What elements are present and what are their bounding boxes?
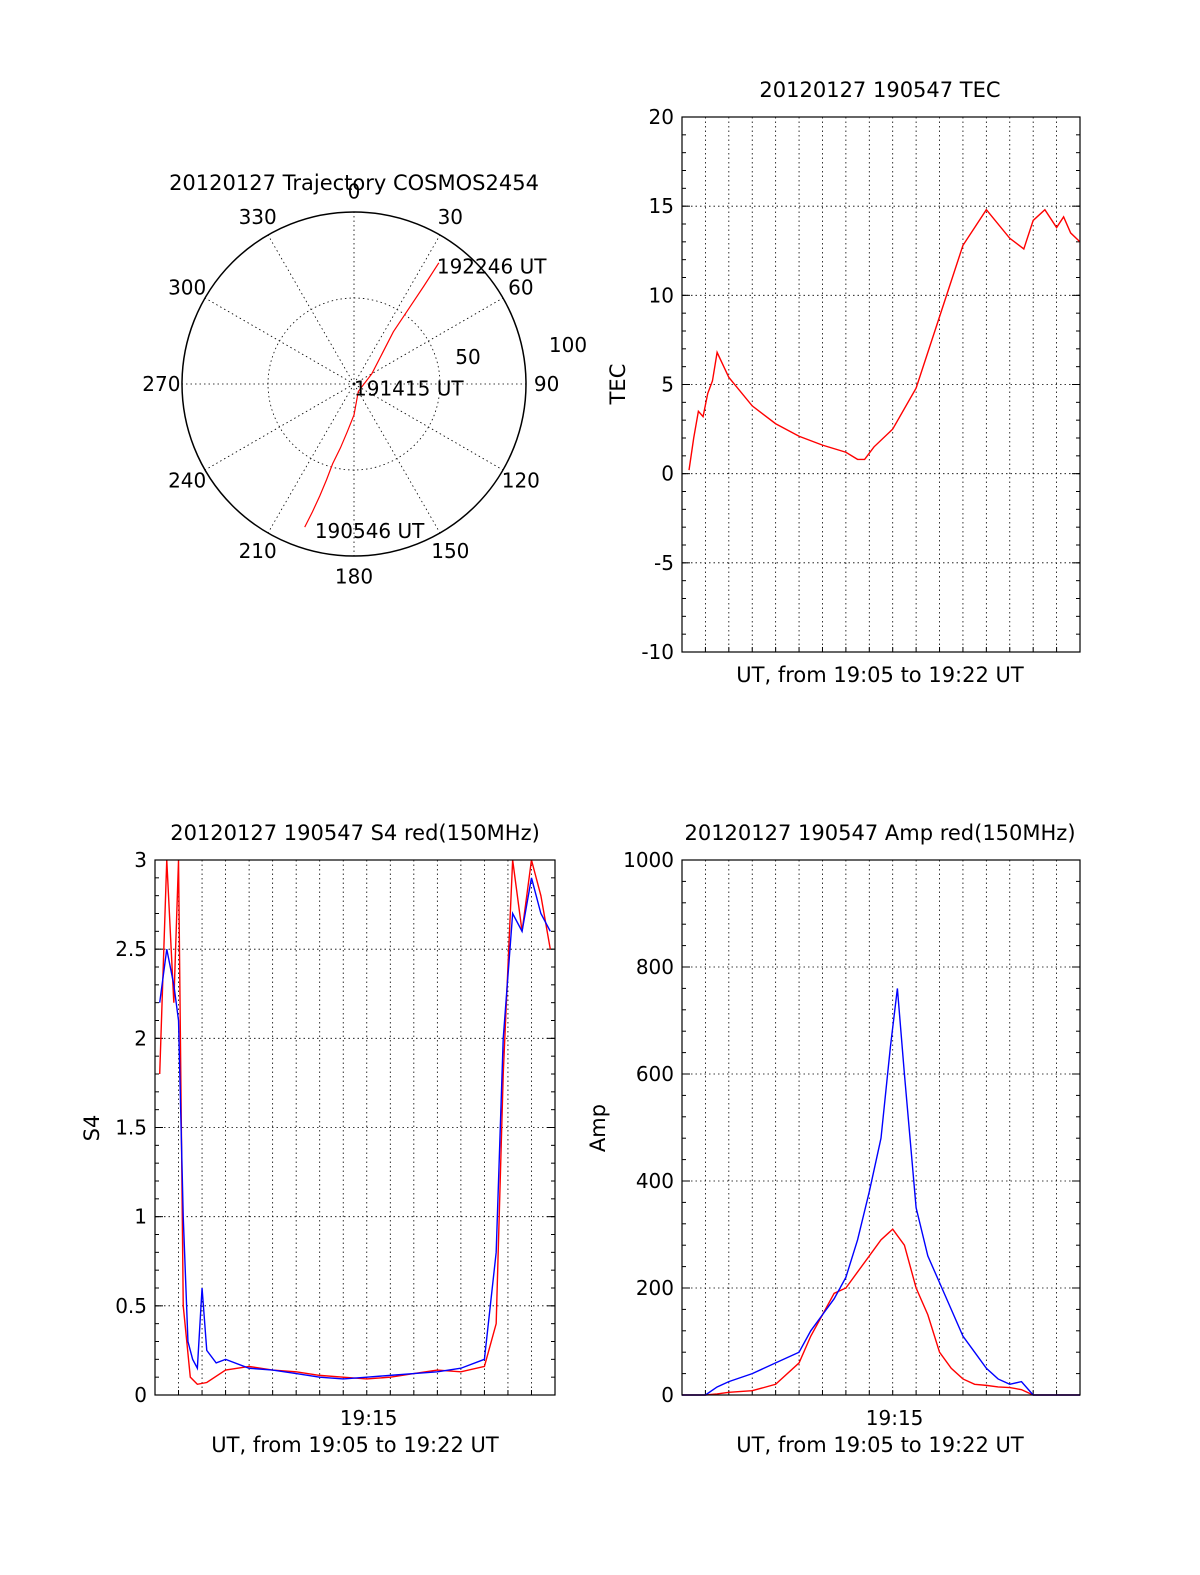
tec-ytick-label: 20 — [649, 105, 674, 129]
tec-title: 20120127 190547 TEC — [759, 78, 1000, 102]
s4-y-tick-labels: 0 0.5 1 1.5 2 2.5 3 — [115, 848, 147, 1407]
polar-spoke — [204, 297, 355, 385]
s4-xlabel: UT, from 19:05 to 19:22 UT — [211, 1433, 499, 1457]
polar-series — [304, 262, 440, 528]
amp-series — [682, 988, 1080, 1396]
tec-ytick-label: 15 — [649, 194, 674, 218]
polar-angle-label: 0 — [348, 179, 361, 203]
tec-ytick-label: -5 — [654, 551, 674, 575]
polar-angle-label: 150 — [431, 539, 469, 563]
tec-y-tick-labels: -10 -5 0 5 10 15 20 — [641, 105, 674, 664]
polar-annotation: 191415 UT — [354, 376, 464, 400]
polar-spoke — [353, 297, 504, 385]
polar-spoke — [267, 383, 355, 534]
s4-series — [159, 859, 551, 1386]
tec-plot: 20120127 190547 TEC -10 -5 0 5 10 15 20 UT, fr… — [606, 78, 1081, 687]
polar-spoke — [353, 383, 504, 471]
tec-ytick-label: -10 — [641, 640, 674, 664]
s4-grid — [154, 859, 556, 1396]
s4-x-tick-label: 19:15 — [340, 1406, 398, 1430]
amp-y-tick-labels: 0 200 400 600 800 1000 — [623, 848, 674, 1407]
polar-angle-label: 120 — [502, 468, 540, 492]
polar-angle-label: 30 — [438, 205, 463, 229]
polar-angle-label: 300 — [168, 276, 206, 300]
polar-grid — [181, 211, 527, 557]
polar-angle-label: 330 — [239, 205, 277, 229]
amp-ytick-label: 0 — [661, 1383, 674, 1407]
amp-x-tick-label: 19:15 — [866, 1406, 924, 1430]
polar-angle-label: 90 — [534, 372, 559, 396]
s4-ytick-label: 1 — [134, 1205, 147, 1229]
s4-ytick-label: 2 — [134, 1026, 147, 1050]
amp-xlabel: UT, from 19:05 to 19:22 UT — [736, 1433, 1024, 1457]
amp-ylabel: Amp — [586, 1104, 610, 1152]
polar-spoke — [267, 234, 355, 385]
amp-ytick-label: 1000 — [623, 848, 674, 872]
polar-angle-label: 240 — [168, 468, 206, 492]
amp-series-0-line — [682, 1228, 1080, 1396]
polar-angle-label: 270 — [142, 372, 180, 396]
tec-frame — [681, 116, 1081, 653]
amp-frame — [681, 859, 1081, 1396]
s4-frame — [154, 859, 556, 1396]
amp-plot: 20120127 190547 Amp red(150MHz) 0 200 400 6… — [586, 821, 1081, 1457]
polar-angle-label: 60 — [508, 276, 533, 300]
polar-spoke — [204, 383, 355, 471]
tec-series — [688, 208, 1081, 471]
polar-radius-label: 100 — [549, 333, 587, 357]
amp-title: 20120127 190547 Amp red(150MHz) — [684, 821, 1075, 845]
amp-ytick-label: 800 — [636, 955, 674, 979]
amp-ytick-label: 200 — [636, 1276, 674, 1300]
tec-ytick-label: 5 — [661, 373, 674, 397]
polar-trajectory-plot: 20120127 Trajectory COSMOS2454 0 30 60 90 12… — [142, 171, 587, 589]
s4-ytick-label: 0.5 — [115, 1294, 147, 1318]
tec-ylabel: TEC — [606, 364, 630, 406]
polar-angle-labels: 0 30 60 90 120 150 180 210 240 270 300 330 50 100 — [142, 179, 587, 588]
s4-title: 20120127 190547 S4 red(150MHz) — [170, 821, 540, 845]
tec-series-0-line — [688, 208, 1081, 471]
s4-ytick-label: 0 — [134, 1383, 147, 1407]
s4-ylabel: S4 — [80, 1115, 104, 1142]
s4-plot: 20120127 190547 S4 red(150MHz) 0 0.5 1 1.5 2… — [80, 821, 556, 1457]
polar-annotation: 190546 UT — [315, 519, 425, 543]
amp-ytick-label: 400 — [636, 1169, 674, 1193]
polar-angle-label: 180 — [335, 565, 373, 589]
polar-spoke — [353, 234, 441, 385]
amp-grid — [681, 859, 1081, 1396]
polar-angle-label: 210 — [239, 539, 277, 563]
tec-grid — [681, 116, 1081, 653]
polar-spoke — [353, 383, 441, 534]
s4-ytick-label: 1.5 — [115, 1116, 147, 1140]
polar-annotations: 192246 UT 191415 UT 190546 UT — [315, 255, 547, 544]
polar-title: 20120127 Trajectory COSMOS2454 — [169, 171, 539, 195]
tec-ytick-label: 0 — [661, 462, 674, 486]
polar-series-0-line — [304, 262, 440, 528]
s4-ytick-label: 3 — [134, 848, 147, 872]
polar-radius-label: 50 — [455, 345, 480, 369]
s4-ytick-label: 2.5 — [115, 937, 147, 961]
polar-annotation: 192246 UT — [437, 255, 547, 279]
s4-series-0-line — [159, 859, 551, 1386]
tec-ytick-label: 10 — [649, 283, 674, 307]
s4-series-1-line — [159, 877, 551, 1380]
amp-series-1-line — [682, 988, 1080, 1396]
amp-ytick-label: 600 — [636, 1062, 674, 1086]
tec-xlabel: UT, from 19:05 to 19:22 UT — [736, 663, 1024, 687]
